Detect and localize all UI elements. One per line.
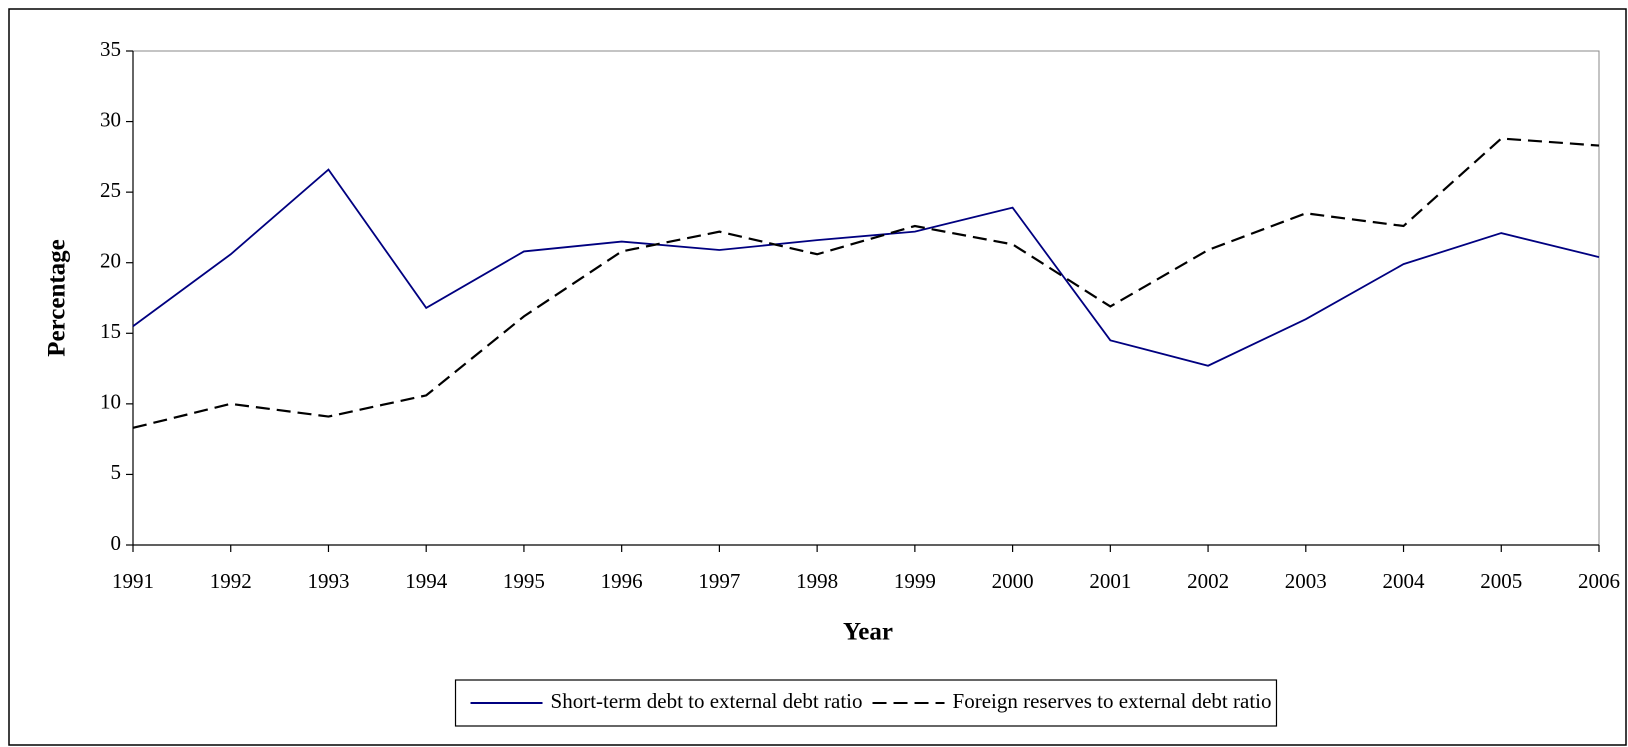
- series-line: [132, 168, 1600, 367]
- y-tick-label: 25: [100, 178, 121, 202]
- x-axis-title: Year: [843, 619, 893, 646]
- x-tick-label: 1994: [405, 569, 448, 593]
- x-tick-label: 1991: [112, 569, 154, 593]
- x-tick-label: 2004: [1383, 569, 1426, 593]
- x-tick-label: 1999: [894, 569, 936, 593]
- legend-label: Foreign reserves to external debt ratio: [953, 689, 1272, 713]
- y-tick-label: 15: [100, 319, 121, 343]
- chart-border: [8, 8, 1627, 746]
- y-tick-label: 10: [100, 390, 121, 414]
- x-tick-label: 1992: [210, 569, 252, 593]
- x-tick-label: 1995: [503, 569, 545, 593]
- series-line: [132, 137, 1600, 429]
- legend-label: Short-term debt to external debt ratio: [551, 689, 863, 713]
- y-tick-label: 0: [111, 531, 122, 555]
- x-tick-label: 1993: [307, 569, 349, 593]
- y-axis-title: Percentage: [44, 239, 71, 357]
- y-tick-label: 20: [100, 249, 121, 273]
- legend-box: [454, 679, 1278, 727]
- x-tick-label: 2002: [1187, 569, 1229, 593]
- y-tick-label: 5: [111, 460, 122, 484]
- x-tick-label: 1997: [698, 569, 740, 593]
- x-tick-label: 2000: [992, 569, 1034, 593]
- x-tick-label: 1996: [601, 569, 643, 593]
- x-tick-label: 2005: [1480, 569, 1522, 593]
- x-tick-label: 2006: [1578, 569, 1620, 593]
- x-tick-label: 1998: [796, 569, 838, 593]
- x-tick-label: 2003: [1285, 569, 1327, 593]
- y-tick-label: 30: [100, 107, 121, 131]
- y-tick-label: 35: [100, 37, 121, 61]
- x-tick-label: 2001: [1089, 569, 1131, 593]
